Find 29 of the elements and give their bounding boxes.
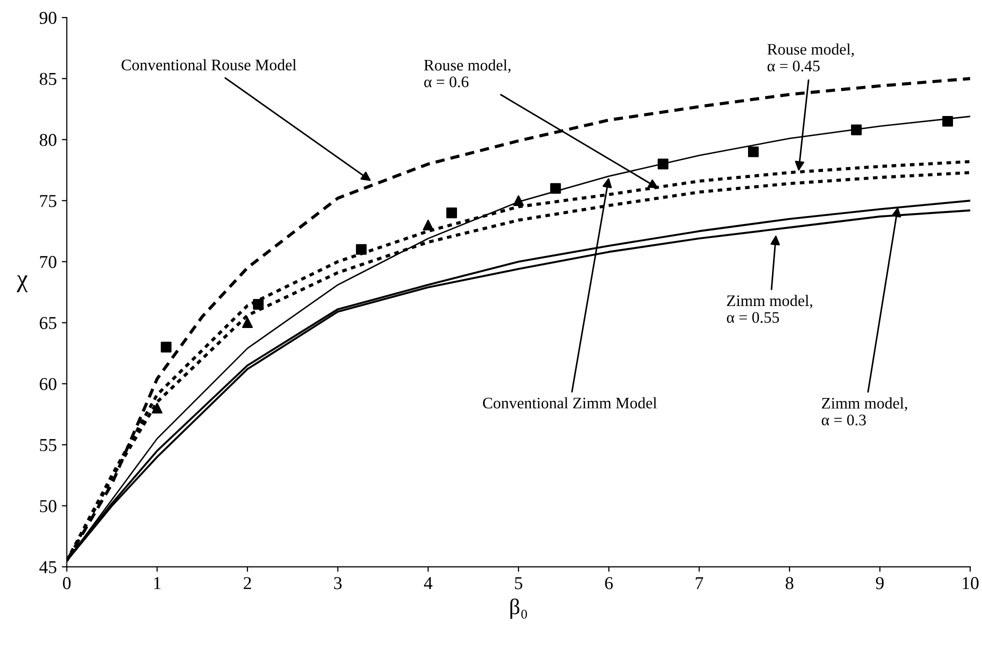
y-tick-label: 55 bbox=[40, 439, 56, 452]
annotation: Zimm model, α = 0.55 bbox=[726, 294, 812, 323]
annotation: Zimm model, α = 0.3 bbox=[822, 397, 908, 426]
x-axis-title: β₀ bbox=[510, 598, 527, 619]
annotation: Conventional Rouse Model bbox=[122, 59, 296, 70]
y-tick-label: 60 bbox=[40, 378, 56, 390]
y-tick-label: 65 bbox=[40, 316, 56, 330]
y-tick-label: 90 bbox=[40, 12, 56, 24]
x-tick-label: 5 bbox=[515, 577, 522, 590]
x-tick-label: 0 bbox=[62, 577, 71, 590]
annotation: Conventional Zimm Model bbox=[483, 397, 657, 408]
y-tick-label: 70 bbox=[40, 256, 56, 268]
x-tick-label: 7 bbox=[696, 577, 704, 590]
x-tick-label: 10 bbox=[962, 577, 979, 590]
x-tick-label: 2 bbox=[244, 577, 251, 590]
y-tick-label: 50 bbox=[40, 500, 56, 512]
y-tick-label: 80 bbox=[40, 134, 56, 146]
y-axis-title: χ bbox=[16, 275, 28, 292]
annotation: Rouse model, α = 0.45 bbox=[767, 43, 854, 72]
x-tick-label: 4 bbox=[424, 577, 432, 590]
y-tick-label: 75 bbox=[40, 195, 56, 208]
x-tick-label: 8 bbox=[786, 577, 794, 590]
y-tick-label: 85 bbox=[40, 72, 56, 86]
x-tick-label: 3 bbox=[334, 577, 342, 590]
annotation: Rouse model, α = 0.6 bbox=[424, 59, 510, 88]
x-tick-label: 9 bbox=[876, 577, 884, 590]
x-tick-label: 1 bbox=[154, 577, 161, 590]
y-tick-label: 45 bbox=[39, 561, 56, 574]
x-tick-label: 6 bbox=[605, 577, 613, 590]
